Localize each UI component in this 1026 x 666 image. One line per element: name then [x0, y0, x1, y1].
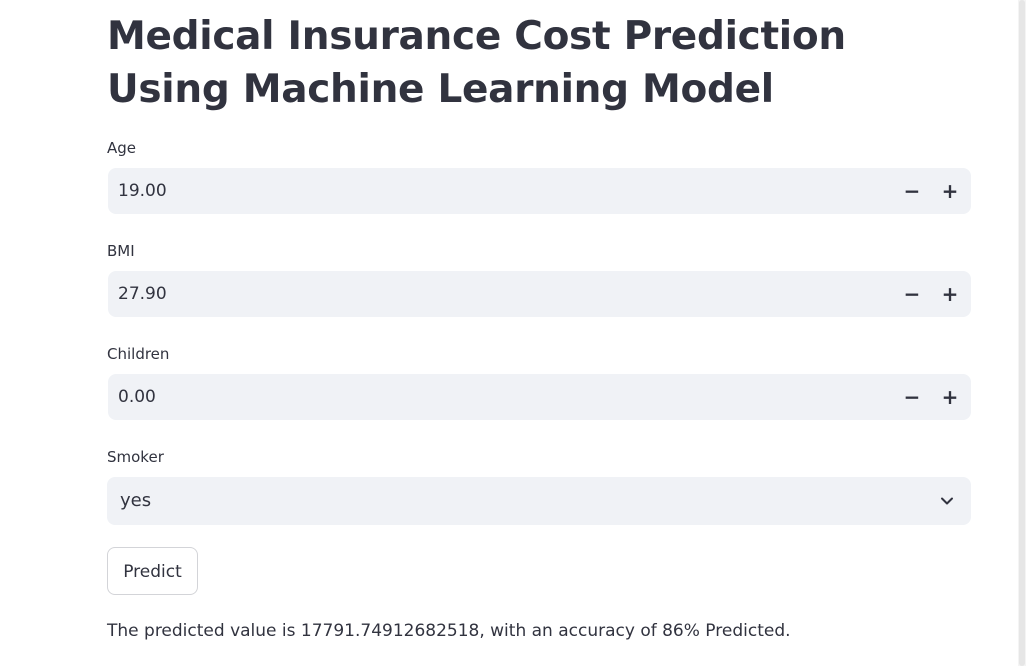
smoker-select[interactable]: yes	[107, 477, 971, 525]
plus-icon: +	[941, 179, 959, 203]
minus-icon: −	[903, 282, 921, 306]
main-content: Medical Insurance Cost Prediction Using …	[107, 0, 971, 641]
bmi-increment-button[interactable]: +	[931, 271, 969, 317]
age-field: Age 19.00 − +	[107, 138, 971, 214]
bmi-number-input[interactable]: 27.90 − +	[108, 271, 971, 317]
children-label: Children	[107, 345, 170, 363]
scrollbar-thumb[interactable]	[1019, 0, 1025, 666]
predict-button[interactable]: Predict	[107, 547, 198, 595]
children-field: Children 0.00 − +	[107, 344, 971, 420]
children-value[interactable]: 0.00	[118, 387, 156, 407]
bmi-decrement-button[interactable]: −	[893, 271, 931, 317]
plus-icon: +	[941, 282, 959, 306]
scrollbar[interactable]	[1018, 0, 1026, 666]
age-decrement-button[interactable]: −	[893, 168, 931, 214]
plus-icon: +	[941, 385, 959, 409]
children-increment-button[interactable]: +	[931, 374, 969, 420]
smoker-label: Smoker	[107, 448, 164, 466]
smoker-field: Smoker yes	[107, 447, 971, 525]
page-title: Medical Insurance Cost Prediction Using …	[107, 14, 846, 112]
children-number-input[interactable]: 0.00 − +	[108, 374, 971, 420]
bmi-label: BMI	[107, 242, 135, 260]
chevron-down-icon[interactable]	[939, 493, 955, 509]
age-increment-button[interactable]: +	[931, 168, 969, 214]
minus-icon: −	[903, 385, 921, 409]
age-number-input[interactable]: 19.00 − +	[108, 168, 971, 214]
bmi-field: BMI 27.90 − +	[107, 241, 971, 317]
age-label: Age	[107, 139, 137, 157]
smoker-selected-value[interactable]: yes	[120, 490, 152, 511]
prediction-result-text: The predicted value is 17791.74912682518…	[107, 621, 791, 641]
minus-icon: −	[903, 179, 921, 203]
age-value[interactable]: 19.00	[118, 181, 167, 201]
children-decrement-button[interactable]: −	[893, 374, 931, 420]
bmi-value[interactable]: 27.90	[118, 284, 167, 304]
